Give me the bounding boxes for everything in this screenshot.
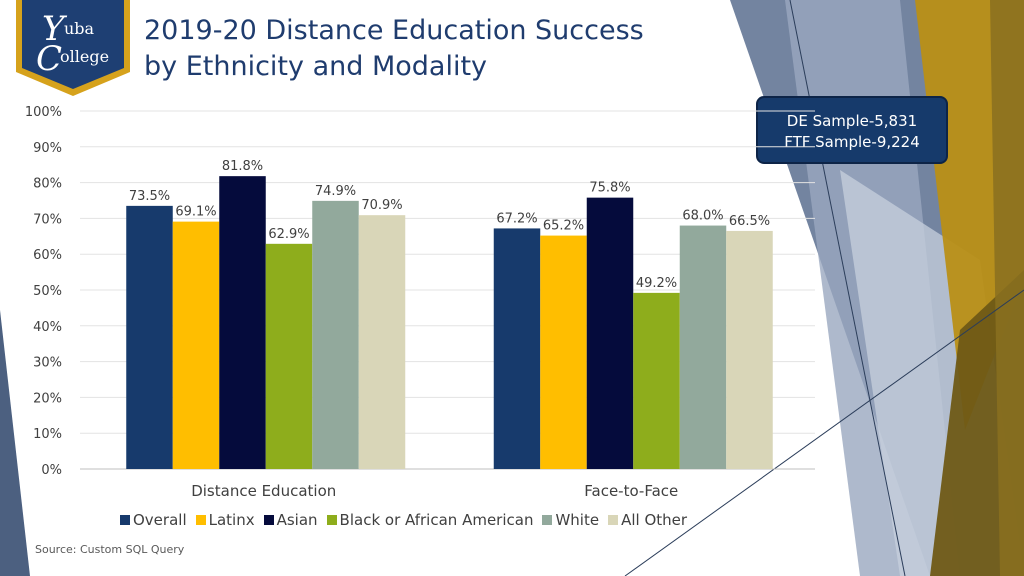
- data-label: 81.8%: [222, 159, 263, 174]
- legend-swatch: [195, 515, 206, 525]
- bar: [633, 292, 680, 469]
- legend-swatch: [326, 515, 337, 525]
- data-label: 69.1%: [175, 205, 216, 220]
- legend-item: Overall: [120, 511, 187, 529]
- legend-swatch: [120, 515, 130, 525]
- bar: [726, 230, 773, 469]
- y-tick-label: 100%: [25, 105, 62, 120]
- legend-swatch: [608, 515, 619, 525]
- data-label: 66.5%: [729, 214, 770, 229]
- svg-text:uba: uba: [64, 19, 95, 38]
- y-tick-label: 40%: [33, 320, 62, 335]
- data-label: 74.9%: [315, 184, 356, 199]
- bar: [219, 176, 266, 469]
- data-label: 73.5%: [129, 189, 170, 204]
- data-label: 75.8%: [589, 181, 630, 196]
- sample-size-box: DE Sample-5,831 FTF Sample-9,224: [756, 96, 948, 164]
- source-note: Source: Custom SQL Query: [35, 543, 185, 556]
- y-tick-label: 70%: [33, 212, 62, 227]
- legend-label: All Other: [621, 511, 688, 529]
- data-label: 68.0%: [682, 209, 723, 224]
- bar: [172, 221, 220, 469]
- x-category-label: Face-to-Face: [584, 482, 678, 500]
- bar: [126, 205, 173, 469]
- legend-label: Overall: [133, 511, 187, 529]
- y-tick-label: 20%: [33, 391, 62, 406]
- title-line-1: 2019-20 Distance Education Success: [144, 15, 644, 46]
- y-tick-label: 90%: [33, 141, 62, 156]
- legend-swatch: [542, 515, 553, 525]
- de-sample-text: DE Sample-5,831: [786, 112, 918, 130]
- legend-item: Black or African American: [326, 511, 534, 529]
- y-tick-label: 80%: [33, 177, 62, 192]
- data-label: 49.2%: [636, 276, 677, 291]
- legend-label: Latinx: [208, 511, 255, 529]
- legend-item: Asian: [263, 511, 318, 529]
- bar: [265, 243, 313, 469]
- legend-item: All Other: [608, 511, 687, 529]
- legend-swatch: [263, 515, 274, 525]
- data-label: 65.2%: [543, 219, 584, 234]
- bar: [679, 225, 727, 469]
- bar: [540, 235, 587, 469]
- data-label: 70.9%: [361, 198, 402, 213]
- bar: [312, 200, 359, 469]
- legend-label: White: [555, 511, 600, 529]
- y-tick-label: 30%: [33, 356, 62, 371]
- ftf-sample-text: FTF Sample-9,224: [784, 133, 920, 151]
- legend-item: White: [542, 511, 599, 529]
- y-tick-label: 50%: [33, 284, 62, 299]
- x-category-label: Distance Education: [191, 482, 336, 500]
- title-line-2: by Ethnicity and Modality: [144, 51, 488, 82]
- svg-text:C: C: [36, 39, 62, 79]
- chart-legend: Overall Latinx Asian Black or African Ameri…: [120, 509, 696, 531]
- bar: [586, 197, 634, 470]
- y-tick-label: 0%: [41, 463, 62, 478]
- legend-item: Latinx: [195, 511, 255, 529]
- legend-label: Black or African American: [339, 511, 534, 529]
- y-tick-label: 60%: [33, 248, 62, 263]
- page-title: 2019-20 Distance Education Success by Et…: [144, 13, 644, 85]
- bar: [358, 215, 406, 469]
- legend-label: Asian: [276, 511, 318, 529]
- bar: [493, 228, 541, 469]
- college-logo: Y uba C ollege: [16, 0, 130, 96]
- data-label: 67.2%: [496, 211, 537, 226]
- svg-text:Y: Y: [42, 9, 68, 49]
- svg-text:ollege: ollege: [60, 47, 109, 66]
- data-label: 62.9%: [268, 227, 309, 242]
- y-tick-label: 10%: [33, 427, 62, 442]
